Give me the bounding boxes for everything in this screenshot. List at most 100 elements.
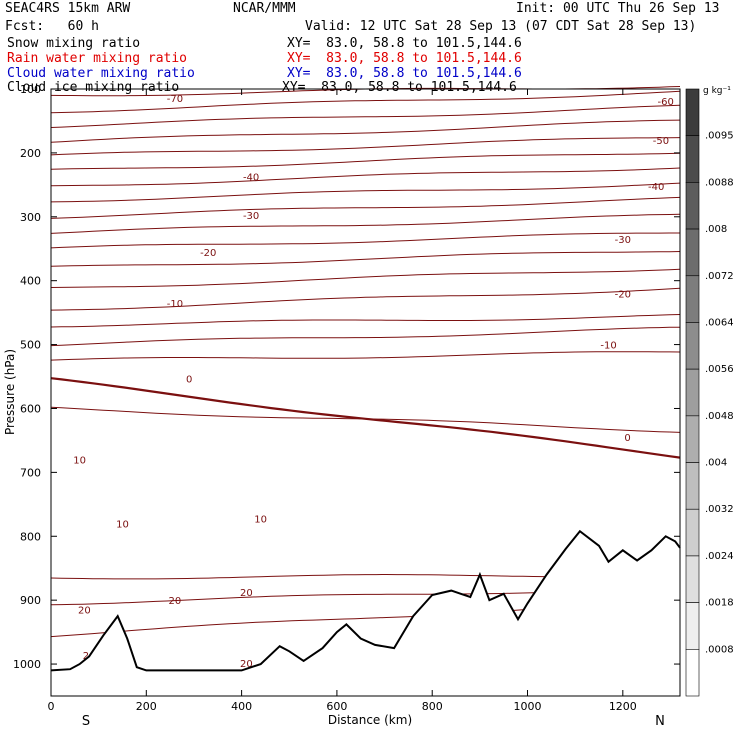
colorbar-swatch: [685, 555, 700, 603]
isotherm-line: [50, 119, 681, 143]
x-tick-label: 1200: [609, 700, 637, 713]
y-tick-label: 400: [20, 275, 41, 288]
colorbar-swatch: [685, 462, 700, 510]
y-tick-label: 900: [20, 594, 41, 607]
contour-label: -10: [600, 341, 616, 352]
field-label-cloud-ice: Cloud ice mixing ratio: [7, 80, 180, 95]
isotherm-line: [50, 196, 681, 219]
contour-label: 20: [78, 606, 91, 617]
terrain-profile: [50, 529, 681, 696]
field-label-snow: Snow mixing ratio: [7, 36, 141, 51]
isotherm-line: [50, 86, 681, 97]
contour-label: -40: [648, 182, 664, 193]
colorbar-label: .0095: [705, 131, 734, 142]
isotherm-line: [50, 90, 681, 114]
model-title: SEAC4RS 15km ARW: [5, 1, 131, 16]
init-time: Init: 00 UTC Thu 26 Sep 13: [516, 1, 720, 16]
colorbar-swatch: [685, 228, 700, 277]
contour-label: 20: [240, 588, 253, 599]
contour-label: 10: [254, 514, 267, 525]
y-tick-label: 800: [20, 530, 41, 543]
x-tick-label: 600: [326, 700, 347, 713]
colorbar-label: .008: [705, 224, 727, 235]
isotherm-line: [50, 351, 681, 361]
contour-label: -40: [243, 173, 259, 184]
y-tick-label: 100: [20, 83, 41, 96]
isotherm-line: [50, 232, 680, 249]
x-tick-label: 0: [48, 700, 55, 713]
colorbar-label: .0018: [705, 598, 734, 609]
y-tick-label: 1000: [13, 658, 41, 671]
field-label-cloud-water: Cloud water mixing ratio: [7, 66, 195, 81]
isotherm-line: [50, 406, 681, 433]
x-tick-label: 800: [422, 700, 443, 713]
colorbar-swatch: [685, 602, 700, 650]
colorbar-label: .0064: [705, 317, 734, 328]
colorbar-swatch: [685, 182, 700, 230]
colorbar-unit: g kg⁻¹: [703, 86, 731, 96]
colorbar-label: .0032: [705, 504, 734, 515]
colorbar-label: .0072: [705, 271, 734, 282]
colorbar-label: .0024: [705, 551, 734, 562]
colorbar-label: .004: [705, 458, 727, 469]
y-tick-label: 200: [20, 147, 41, 160]
colorbar-swatch: [685, 508, 700, 557]
contour-label: -10: [167, 299, 183, 310]
contour-label: -70: [167, 94, 183, 105]
isotherm-line: [50, 152, 681, 170]
field-xy-rain: XY= 83.0, 58.8 to 101.5,144.6: [287, 51, 522, 66]
isotherm-line: [50, 137, 681, 156]
colorbar-swatch: [685, 368, 700, 417]
isotherm-line: [50, 287, 681, 311]
isotherm-line: [50, 326, 681, 347]
isotherm-line: [50, 167, 681, 187]
contour-label: -50: [653, 136, 669, 147]
contour-label: 0: [186, 374, 192, 385]
contour-label: -20: [615, 289, 631, 300]
x-tick-label: 200: [136, 700, 157, 713]
y-tick-label: 700: [20, 466, 41, 479]
colorbar-label: .0056: [705, 364, 734, 375]
y-tick-label: 600: [20, 402, 41, 415]
contour-label: -60: [658, 97, 674, 108]
colorbar-swatch: [685, 275, 700, 323]
contour-label: -20: [200, 248, 216, 259]
contour-label: 10: [116, 519, 129, 530]
isotherm-line: [50, 268, 681, 288]
org-title: NCAR/MMM: [233, 1, 296, 16]
y-tick-label: 300: [20, 211, 41, 224]
isotherm-line: [50, 182, 681, 203]
forecast-hour: Fcst: 60 h: [5, 19, 99, 34]
contour-label: -30: [243, 211, 259, 222]
terrain-line: [50, 529, 681, 672]
valid-time: Valid: 12 UTC Sat 28 Sep 13 (07 CDT Sat …: [305, 19, 697, 34]
contour-label: 20: [169, 596, 182, 607]
field-label-rain: Rain water mixing ratio: [7, 51, 188, 66]
field-xy-snow: XY= 83.0, 58.8 to 101.5,144.6: [287, 36, 522, 51]
x-axis-label: Distance (km): [328, 713, 412, 727]
contour-label: 0: [624, 433, 630, 444]
isotherm-line: [50, 213, 681, 234]
y-axis-label: Pressure (hPa): [3, 349, 17, 435]
colorbar-label: .0048: [705, 411, 734, 422]
isotherm-line: [50, 314, 681, 328]
plot-frame: [50, 88, 681, 697]
isotherm-line: [50, 377, 681, 459]
isotherm-contours: -70 -60 -50 -40 -40 -30 -30 -20 -20 -10 -10 0 0 10 10 1…: [50, 86, 681, 670]
x-tick-label: 1000: [514, 700, 542, 713]
contour-label: -30: [615, 235, 631, 246]
x-end-label-north: N: [655, 714, 665, 729]
colorbar-swatch: [685, 415, 700, 463]
contour-label: 20: [240, 659, 253, 670]
isotherm-line: [50, 251, 681, 267]
colorbar-swatch: [685, 322, 700, 370]
x-tick-label: 400: [231, 700, 252, 713]
colorbar: .0095 .0088 .008 .0072 .0064 .0056 .0048 .004 .0…: [685, 88, 734, 697]
isotherm-line: [50, 104, 681, 128]
terrain-fill: [51, 531, 680, 696]
y-tick-label: 500: [20, 339, 41, 352]
colorbar-swatch: [685, 649, 700, 697]
colorbar-label: .0008: [705, 644, 734, 655]
